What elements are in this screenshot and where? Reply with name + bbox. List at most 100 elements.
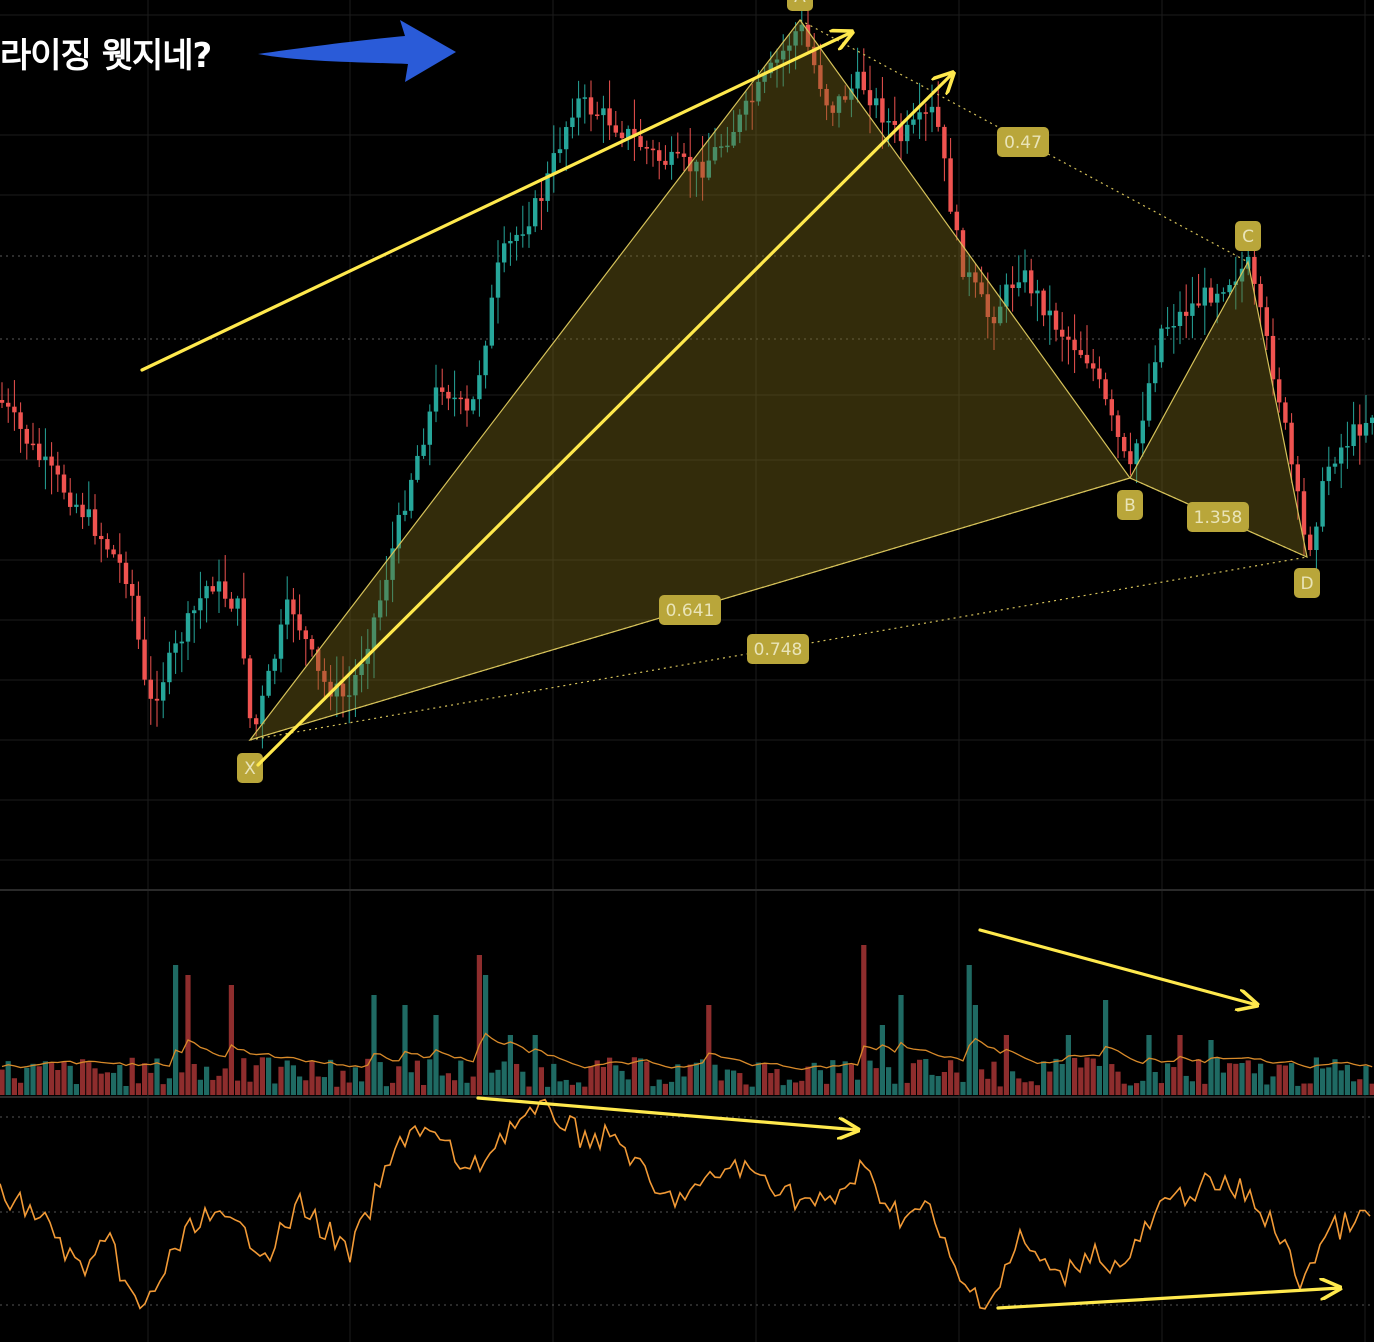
candle-body bbox=[1177, 311, 1183, 327]
point-label-b: B bbox=[1117, 490, 1143, 520]
volume-bar bbox=[1078, 1067, 1084, 1095]
candle-body bbox=[179, 641, 184, 644]
candle-body bbox=[1357, 424, 1362, 436]
volume-bar bbox=[377, 1062, 383, 1095]
volume-bar bbox=[80, 1059, 86, 1095]
volume-bar bbox=[1016, 1078, 1022, 1095]
candle-body bbox=[1091, 363, 1096, 369]
point-label-a: A bbox=[787, 0, 813, 11]
volume-bar bbox=[563, 1079, 569, 1095]
volume-bar bbox=[452, 1080, 458, 1095]
volume-bar bbox=[1047, 1071, 1053, 1095]
candle-body bbox=[762, 73, 767, 82]
candle-body bbox=[1326, 466, 1331, 482]
candle-body bbox=[564, 127, 569, 150]
candle-body bbox=[942, 126, 947, 159]
candle-body bbox=[1115, 415, 1121, 437]
volume-bar bbox=[166, 1078, 172, 1095]
candle-body bbox=[192, 610, 197, 614]
candle-body bbox=[619, 132, 625, 139]
volume-bar bbox=[731, 1070, 737, 1095]
ratio-label-ab-text: 0.641 bbox=[666, 601, 715, 621]
candle-body bbox=[1134, 443, 1139, 465]
candlestick-series bbox=[0, 0, 1374, 749]
candle-body bbox=[241, 598, 246, 659]
volume-bar bbox=[507, 1035, 513, 1095]
rsi-line bbox=[0, 1098, 1371, 1310]
candle-body bbox=[18, 412, 23, 429]
volume-bar bbox=[1245, 1060, 1251, 1095]
volume-bar bbox=[197, 1079, 203, 1095]
volume-bar bbox=[997, 1086, 1003, 1095]
volume-bar bbox=[433, 1015, 439, 1095]
point-label-d-text: D bbox=[1300, 574, 1313, 594]
candle-body bbox=[390, 548, 395, 580]
candle-body bbox=[1060, 329, 1065, 337]
point-label-x: X bbox=[237, 753, 263, 783]
volume-bar bbox=[421, 1084, 427, 1095]
volume-bar bbox=[960, 1081, 966, 1095]
candle-body bbox=[55, 465, 60, 475]
candle-body bbox=[768, 62, 773, 74]
volume-bar bbox=[768, 1073, 774, 1095]
candle-body bbox=[204, 586, 209, 599]
volume-bar bbox=[11, 1078, 17, 1095]
candle-body bbox=[1146, 383, 1152, 421]
candle-body bbox=[551, 153, 556, 174]
wedge-lower-trendline bbox=[256, 73, 953, 767]
candle-body bbox=[1283, 402, 1288, 423]
volume-bar bbox=[67, 1065, 73, 1095]
volume-bar bbox=[1313, 1057, 1319, 1095]
point-label-a-text: A bbox=[794, 0, 806, 7]
candle-body bbox=[595, 114, 600, 116]
volume-bar bbox=[817, 1070, 823, 1095]
candle-body bbox=[849, 88, 854, 100]
volume-bar bbox=[576, 1082, 582, 1095]
candle-body bbox=[427, 411, 432, 445]
point-label-d: D bbox=[1294, 568, 1320, 598]
volume-bar bbox=[892, 1083, 898, 1095]
candle-body bbox=[973, 272, 978, 283]
candle-body bbox=[1208, 287, 1214, 303]
volume-bar bbox=[30, 1063, 36, 1095]
ratio-label-cd: 1.358 bbox=[1187, 502, 1249, 532]
volume-bar bbox=[1140, 1080, 1146, 1095]
volume-bar bbox=[1363, 1066, 1369, 1095]
volume-bar bbox=[1289, 1063, 1295, 1095]
volume-bar bbox=[1320, 1068, 1326, 1095]
candle-body bbox=[402, 510, 408, 515]
volume-bar bbox=[898, 995, 904, 1095]
volume-bar bbox=[1344, 1064, 1350, 1095]
candle-body bbox=[49, 456, 54, 466]
volume-bar bbox=[42, 1061, 48, 1095]
point-label-a-bg bbox=[787, 0, 813, 11]
volume-bar bbox=[923, 1058, 929, 1095]
volume-decline-trendline bbox=[978, 928, 1257, 1005]
volume-bar bbox=[334, 1086, 340, 1095]
volume-bar bbox=[1326, 1067, 1332, 1095]
candle-body bbox=[433, 387, 439, 412]
candle-body bbox=[1190, 303, 1195, 316]
candle-body bbox=[539, 198, 544, 201]
candle-body bbox=[1016, 282, 1021, 289]
volume-bar bbox=[613, 1065, 619, 1095]
candle-body bbox=[576, 98, 581, 118]
volume-bar bbox=[855, 1079, 861, 1095]
volume-bar bbox=[569, 1084, 575, 1095]
volume-bar bbox=[650, 1086, 656, 1095]
candle-body bbox=[731, 131, 736, 146]
candle-body bbox=[632, 128, 637, 137]
volume-bar bbox=[427, 1059, 433, 1095]
candle-body bbox=[613, 125, 618, 133]
volume-bar bbox=[408, 1072, 414, 1095]
harmonic-pattern: X A B C D 0.641 0.47 1.358 0.748 bbox=[237, 0, 1320, 783]
volume-bar bbox=[1220, 1072, 1226, 1095]
candle-body bbox=[905, 124, 910, 142]
point-label-c: C bbox=[1235, 221, 1261, 251]
volume-bar bbox=[972, 1005, 978, 1095]
volume-bar bbox=[1208, 1040, 1214, 1095]
volume-bar bbox=[1158, 1083, 1164, 1095]
candle-body bbox=[1320, 481, 1325, 527]
candle-body bbox=[861, 71, 866, 91]
